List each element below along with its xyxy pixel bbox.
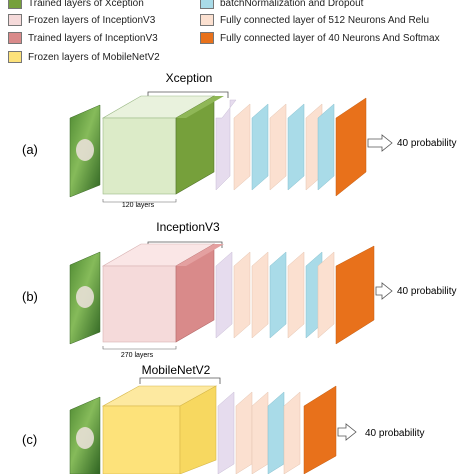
legend-label: Trained layers of Xception [28,0,144,9]
model-title: MobileNetV2 [142,363,211,377]
row-label: (a) [22,142,38,157]
legend-swatch [8,0,22,9]
fc512-layer [233,251,251,339]
trained-block [175,95,224,195]
frozen-block [101,385,218,474]
legend-label: Frozen layers of InceptionV3 [28,14,156,26]
batchnorm-layer [287,103,305,191]
fc40-layer [335,97,367,197]
fc512-layer [283,391,301,474]
batchnorm-layer [251,103,269,191]
fc512-layer [251,251,269,339]
batchnorm-layer [269,251,287,339]
legend-label: Trained layers of InceptionV3 [28,32,158,44]
output-label: 40 probability [365,428,424,439]
output-arrow [337,423,357,441]
legend-swatch [8,14,22,26]
model-title: Xception [166,71,213,85]
legend-item-batchnorm: batchNormalization and Dropout [200,0,363,9]
input-image [69,104,101,198]
legend-item-fc40: Fully connected layer of 40 Neurons And … [200,32,440,44]
fc512-layer [235,391,253,474]
lavender-layer [217,391,235,474]
legend-swatch [200,14,214,26]
model-bracket [147,91,229,98]
frozen-block [101,243,216,343]
fc512-layer [233,103,251,191]
row-label: (b) [22,289,38,304]
fc512-layer [269,103,287,191]
output-arrow [375,282,393,300]
legend-label: batchNormalization and Dropout [220,0,364,9]
output-label: 40 probability [397,286,456,297]
fc512-layer [287,251,305,339]
input-image [69,396,101,474]
lavender-layer [215,99,237,191]
frozen-block [101,95,216,195]
input-image [69,251,101,345]
layers-bracket [102,346,177,350]
fc40-layer [335,245,375,345]
legend-swatch [8,51,22,63]
legend-item-mobilenet-frozen: Frozen layers of MobileNetV2 [8,51,160,63]
row-xception: (a) Xception 120 layers 40 probabili [22,71,456,209]
row-inceptionv3: (b) InceptionV3 270 layers 40 probabilit… [22,220,456,359]
layers-count: 270 layers [121,352,154,359]
legend-swatch [200,0,214,9]
layers-count: 120 layers [122,202,155,209]
row-mobilenetv2: (c) MobileNetV2 40 probability [22,363,424,474]
batchnorm-layer [317,103,335,191]
legend-item-fc512: Fully connected layer of 512 Neurons And… [200,14,429,26]
legend-item-inception-trained: Trained layers of InceptionV3 [8,32,158,44]
fc512-layer [251,391,269,474]
fc40-layer [303,385,337,474]
legend-swatch [8,32,22,44]
legend-item-inception-frozen: Frozen layers of InceptionV3 [8,14,155,26]
legend-label: Frozen layers of MobileNetV2 [28,51,160,63]
fc512-layer [317,251,335,339]
output-label: 40 probability [397,138,456,149]
legend-item-xception-trained: Trained layers of Xception [8,0,144,9]
legend-swatch [200,32,214,44]
model-bracket [139,377,221,384]
trained-block [175,243,224,343]
layers-bracket [102,199,177,203]
model-title: InceptionV3 [156,220,220,234]
lavender-layer [215,251,233,339]
batchnorm-layer [267,391,285,474]
legend-label: Fully connected layer of 40 Neurons And … [220,32,440,44]
row-label: (c) [22,432,37,447]
legend-label: Fully connected layer of 512 Neurons And… [220,14,430,26]
output-arrow [367,134,393,152]
